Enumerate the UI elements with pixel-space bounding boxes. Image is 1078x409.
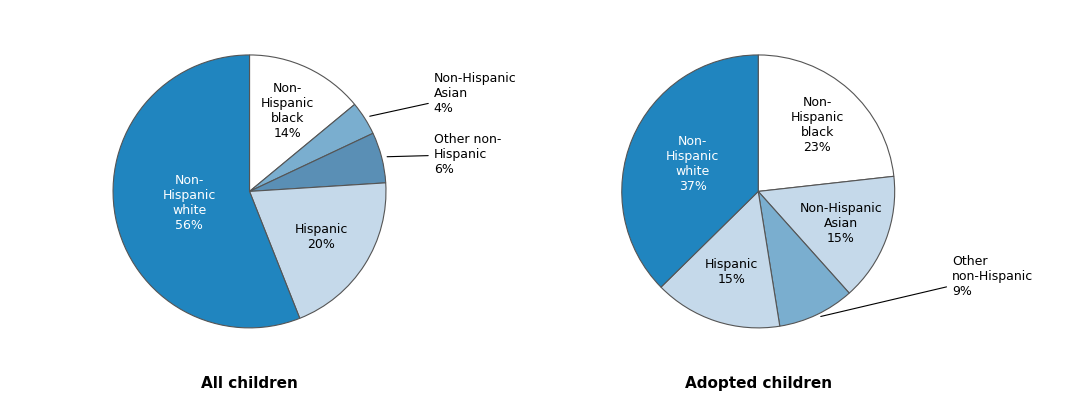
Wedge shape bbox=[249, 55, 355, 191]
Title: Adopted children: Adopted children bbox=[685, 376, 832, 391]
Text: Non-Hispanic
Asian
4%: Non-Hispanic Asian 4% bbox=[370, 72, 516, 116]
Text: Non-
Hispanic
white
56%: Non- Hispanic white 56% bbox=[163, 174, 216, 232]
Wedge shape bbox=[249, 104, 373, 191]
Text: Non-
Hispanic
white
37%: Non- Hispanic white 37% bbox=[666, 135, 719, 193]
Wedge shape bbox=[758, 55, 894, 191]
Text: Non-Hispanic
Asian
15%: Non-Hispanic Asian 15% bbox=[800, 202, 883, 245]
Wedge shape bbox=[622, 55, 758, 287]
Text: Hispanic
15%: Hispanic 15% bbox=[705, 258, 759, 286]
Text: Non-
Hispanic
black
23%: Non- Hispanic black 23% bbox=[790, 96, 844, 154]
Text: Other non-
Hispanic
6%: Other non- Hispanic 6% bbox=[387, 133, 501, 176]
Wedge shape bbox=[249, 133, 386, 191]
Text: Non-
Hispanic
black
14%: Non- Hispanic black 14% bbox=[261, 82, 314, 140]
Wedge shape bbox=[758, 176, 895, 293]
Wedge shape bbox=[758, 191, 849, 326]
Wedge shape bbox=[661, 191, 779, 328]
Text: Other
non-Hispanic
9%: Other non-Hispanic 9% bbox=[820, 254, 1034, 317]
Title: All children: All children bbox=[202, 376, 298, 391]
Wedge shape bbox=[249, 183, 386, 318]
Text: Hispanic
20%: Hispanic 20% bbox=[294, 223, 347, 251]
Wedge shape bbox=[113, 55, 300, 328]
